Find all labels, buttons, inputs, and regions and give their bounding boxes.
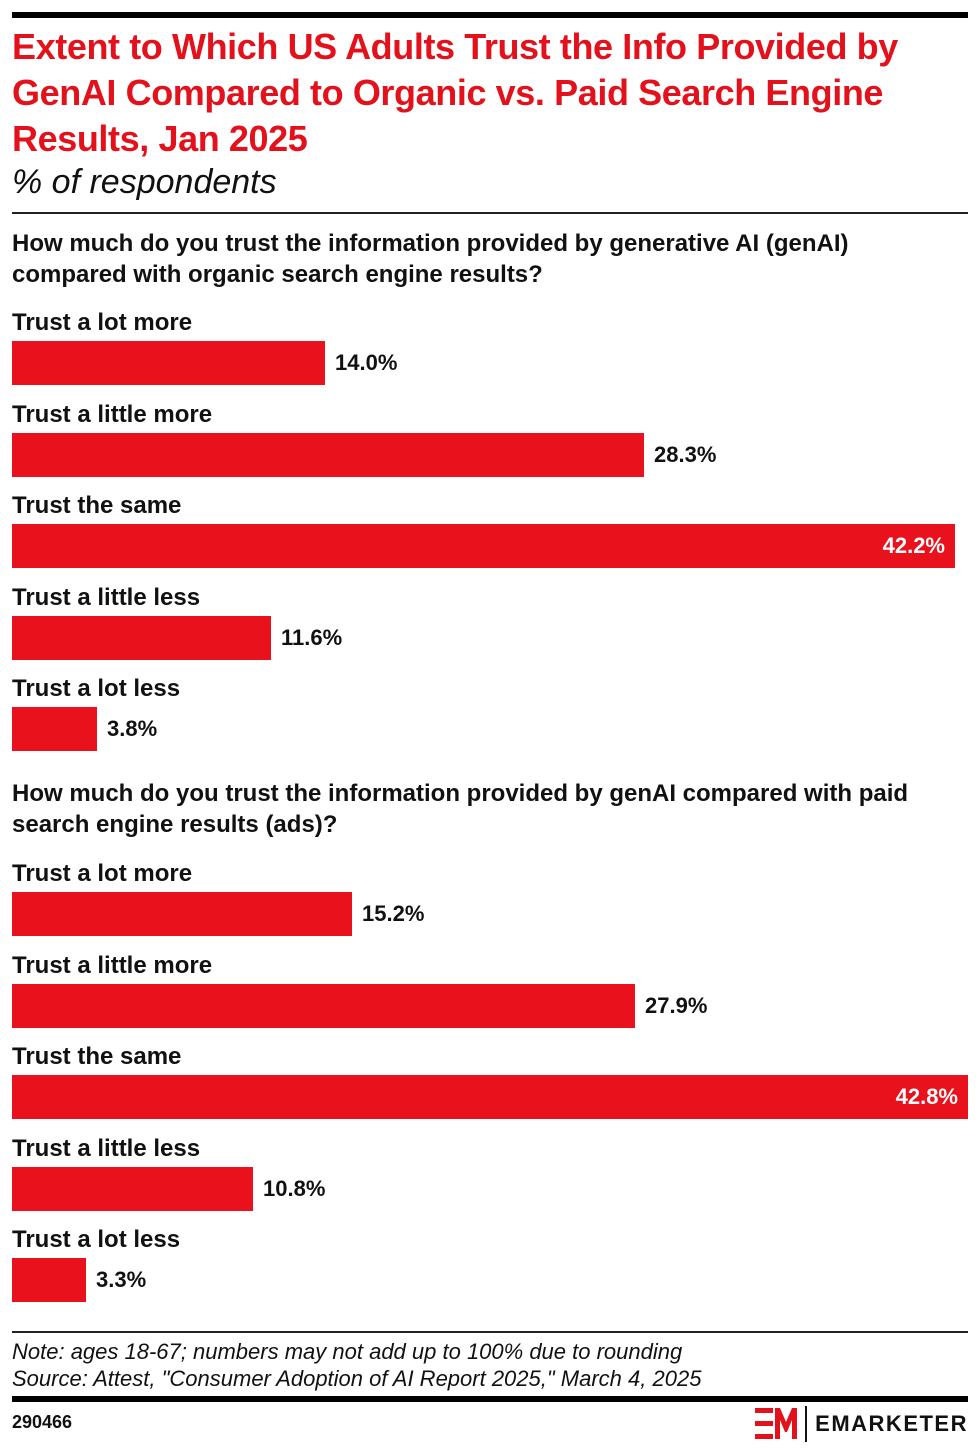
chart-id: 290466: [12, 1412, 73, 1432]
footer-note: Note: ages 18-67; numbers may not add up…: [12, 1339, 683, 1364]
bottom-rule: [12, 1396, 968, 1402]
header-divider: [12, 212, 968, 214]
category-label: Trust the same: [12, 492, 182, 519]
question-1: How much do you trust the information pr…: [12, 230, 849, 288]
data-label: 27.9%: [645, 992, 708, 1018]
bar: [12, 615, 271, 660]
data-label: 3.3%: [96, 1267, 147, 1292]
top-rule: [12, 12, 968, 18]
chart-subtitle: % of respondents: [12, 163, 277, 201]
data-label: 42.2%: [882, 533, 945, 558]
category-label: Trust a lot more: [12, 860, 193, 887]
bar: [12, 1075, 968, 1119]
bar: [12, 892, 352, 936]
data-label: 11.6%: [281, 624, 343, 650]
logo-divider: [805, 1406, 808, 1442]
bar: [12, 341, 325, 385]
data-label: 15.2%: [362, 901, 425, 926]
em-logo-icon: [755, 1408, 798, 1439]
bar: [12, 524, 955, 568]
bar: [12, 1166, 253, 1211]
category-label: Trust a little less: [12, 583, 201, 611]
category-label: Trust a little more: [12, 400, 213, 428]
data-label: 14.0%: [335, 350, 398, 375]
category-label: Trust a lot less: [12, 1226, 181, 1253]
bar: [12, 707, 97, 751]
bar: [12, 432, 644, 477]
category-label: Trust the same: [12, 1043, 182, 1070]
category-label: Trust a lot more: [12, 309, 193, 336]
chart-title: Extent to Which US Adults Trust the Info…: [12, 26, 898, 159]
bar: [12, 1258, 86, 1302]
data-label: 28.3%: [654, 441, 717, 467]
category-label: Trust a little more: [12, 951, 213, 979]
emarketer-logo: EMARKETER: [755, 1404, 968, 1444]
data-label: 3.8%: [107, 716, 158, 741]
data-label: 42.8%: [895, 1084, 958, 1109]
bar: [12, 983, 635, 1028]
category-label: Trust a lot less: [12, 675, 181, 702]
brand-name: EMARKETER: [815, 1411, 968, 1436]
data-label: 10.8%: [263, 1175, 326, 1201]
footer-source: Source: Attest, "Consumer Adoption of AI…: [12, 1366, 702, 1391]
footer-divider: [12, 1331, 968, 1333]
category-label: Trust a little less: [12, 1134, 201, 1162]
question-2: How much do you trust the information pr…: [12, 780, 909, 838]
